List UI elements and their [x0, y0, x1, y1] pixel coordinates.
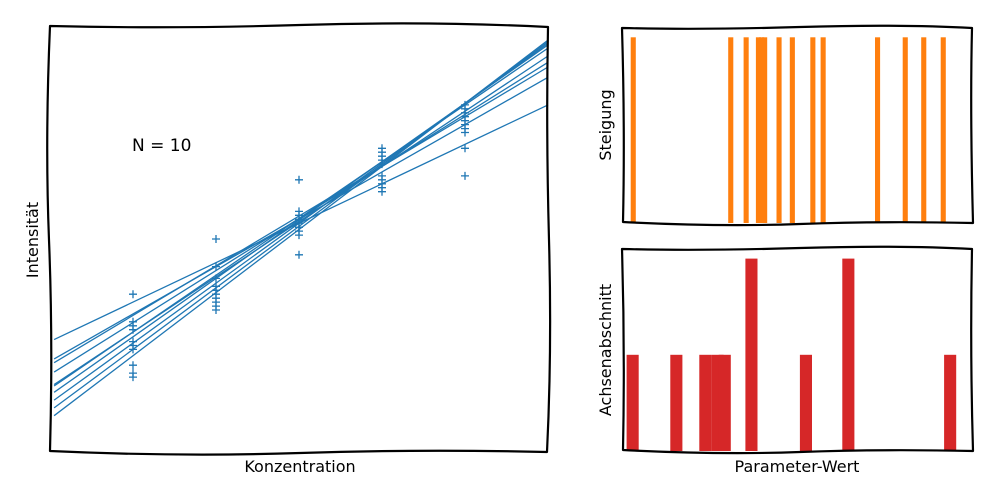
- slope-bar-3: [743, 37, 749, 223]
- scatter-x-axis-label: Konzentration: [244, 457, 355, 476]
- data-point: [378, 187, 386, 196]
- slope-bar-6: [762, 37, 768, 223]
- scatter-frame: [46, 22, 552, 456]
- sample-size-annotation: N = 10: [132, 136, 191, 156]
- slope-bar-14: [940, 37, 946, 223]
- slope-bars: [630, 37, 946, 223]
- slope-bar-7: [776, 37, 782, 223]
- slope-bar-13: [921, 37, 927, 223]
- slope-bar-2: [728, 37, 734, 223]
- data-point: [461, 144, 469, 153]
- scatter-y-axis-label: Intensität: [23, 202, 42, 278]
- slope-bar-9: [810, 37, 816, 223]
- intercept-bar-1: [626, 354, 639, 451]
- intercept-bar-9: [944, 354, 957, 451]
- data-point: [129, 325, 137, 334]
- data-point: [129, 290, 137, 299]
- data-point: [212, 274, 220, 283]
- slope-panel: Steigung: [596, 24, 975, 227]
- data-point: [212, 262, 220, 271]
- intercept-frame: [620, 245, 975, 455]
- data-point: [378, 160, 386, 169]
- data-point: [295, 231, 303, 240]
- data-point: [129, 361, 137, 370]
- intercept-bar-8: [842, 258, 855, 451]
- intercept-bar-3: [699, 354, 712, 451]
- intercept-bar-2: [670, 354, 683, 451]
- data-points: [129, 100, 469, 382]
- slope-bar-12: [902, 37, 908, 223]
- fit-line-10: [53, 39, 549, 417]
- data-point: [295, 250, 303, 259]
- slope-frame: [620, 24, 975, 227]
- scatter-panel: N = 10 Konzentration Intensität: [23, 22, 552, 476]
- intercept-bar-5: [718, 354, 731, 451]
- slope-y-axis-label: Steigung: [596, 89, 615, 160]
- slope-bar-10: [820, 37, 826, 223]
- data-point: [295, 175, 303, 184]
- data-point: [129, 345, 137, 354]
- data-point: [461, 128, 469, 137]
- data-point: [129, 373, 137, 382]
- intercept-bars: [626, 258, 957, 451]
- data-point: [212, 306, 220, 314]
- intercept-bar-7: [799, 354, 812, 451]
- data-point: [212, 235, 220, 243]
- fit-line-6: [53, 47, 549, 387]
- intercept-bar-6: [745, 258, 758, 451]
- intercept-y-axis-label: Achsenabschnitt: [596, 284, 615, 416]
- slope-bar-11: [875, 37, 881, 223]
- data-point: [461, 171, 469, 180]
- slope-bar-8: [789, 37, 795, 223]
- slope-bar-5: [759, 37, 765, 223]
- slope-bar-4: [755, 37, 761, 223]
- slope-bar-1: [630, 37, 636, 223]
- intercept-panel: Achsenabschnitt Parameter-Wert: [596, 245, 975, 476]
- fit-lines: [53, 39, 549, 417]
- intercept-x-axis-label: Parameter-Wert: [735, 457, 860, 476]
